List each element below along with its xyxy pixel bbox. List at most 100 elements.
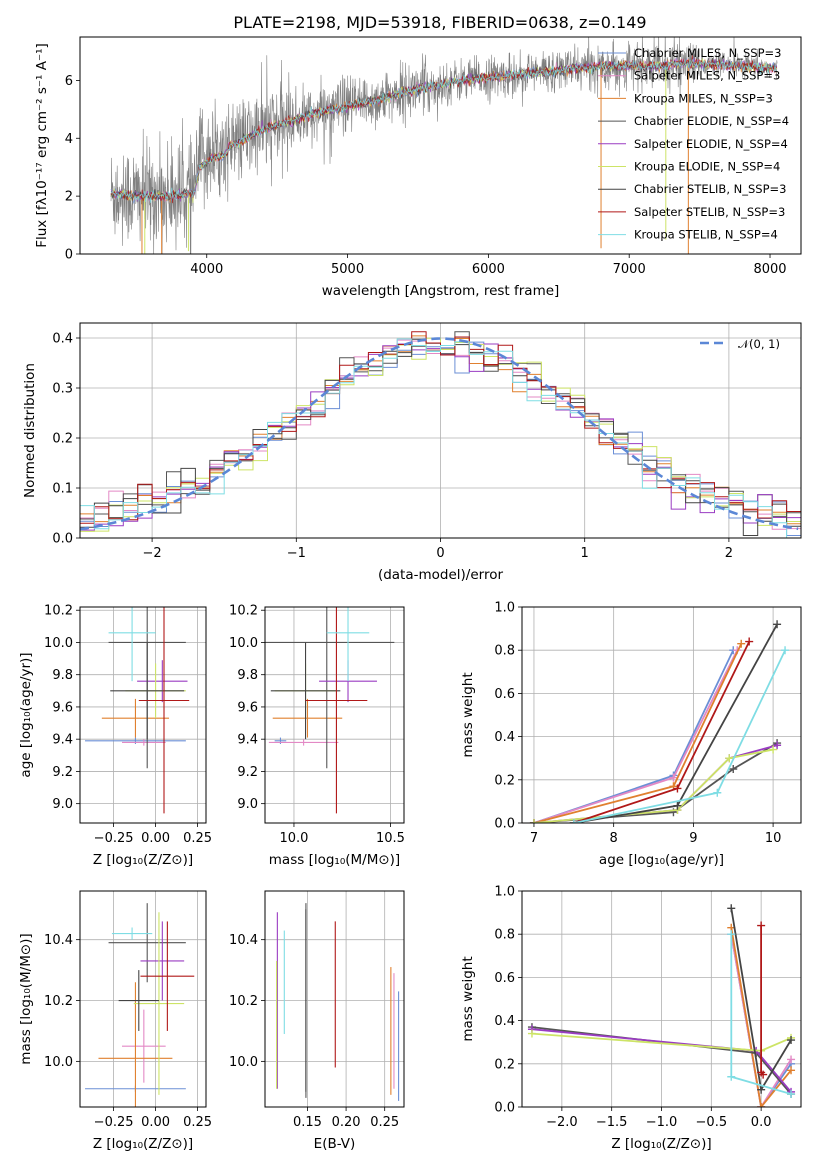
mass_vs_ebv-ytick-label: 10.2 (229, 994, 258, 1009)
spectrum-ytick-label: 6 (65, 74, 73, 89)
age_vs_mass-errorbar-8 (326, 607, 370, 682)
age_vs_z-ytick-label: 9.4 (52, 733, 73, 748)
age_vs_z-axes: −0.25 0.00 0.25 9.0 9.2 9.4 9.6 9.8 10.0 10.2 Z [l… (18, 604, 212, 868)
mass_vs_z-ytick-label: 10.2 (44, 994, 73, 1009)
legend-entry-8: Kroupa STELIB, N_SSP=4 (634, 228, 778, 242)
chart-layer: 4000 5000 6000 7000 8000 0 2 4 6 wavelength [Angs… (18, 36, 802, 1152)
legend-entry-0: Chabrier MILES, N_SSP=3 (634, 46, 781, 60)
age_vs_mass-ytick-label: 9.8 (237, 668, 258, 683)
mw_vs_z-series-7 (760, 925, 764, 1076)
legend-entry-6: Chabrier STELIB, N_SSP=3 (634, 182, 786, 196)
spectrum-axes: 4000 5000 6000 7000 8000 0 2 4 6 wavelength [Angs… (34, 43, 787, 299)
mass_vs_ebv-frame (264, 890, 405, 1108)
mass_vs_z-axes: −0.25 0.00 0.25 10.0 10.2 10.4 Z [log₁₀(Z/Z⊙)]… (18, 891, 212, 1152)
age_vs_z-xlabel: Z [log₁₀(Z/Z⊙)] (93, 852, 193, 868)
mw_vs_age-ytick-label: 1.0 (494, 601, 515, 616)
mw_vs_z-marker-6 (787, 1036, 796, 1045)
legend-entry-2: Kroupa MILES, N_SSP=3 (634, 91, 773, 105)
age_vs_mass-xtick-label: 10.0 (279, 831, 308, 846)
mw_vs_age-marker-3 (729, 765, 738, 773)
age_vs_z-xtick-label: −0.25 (94, 831, 134, 846)
mw_vs_age-ytick-label: 0.4 (494, 730, 515, 745)
gaussian-curve (80, 337, 799, 531)
mw_vs_z-ytick-label: 0.4 (494, 1014, 515, 1029)
mw_vs_z-marker-8 (727, 930, 736, 939)
age_vs_mass-ytick-label: 9.6 (237, 700, 258, 715)
age_vs_z-xtick-label: 0.25 (183, 831, 212, 846)
age_vs_z-ylabel: age [log₁₀(age/yr)] (18, 652, 34, 777)
mass_vs_z-xtick-label: 0.00 (141, 1115, 170, 1130)
spectrum-plot (110, 37, 778, 254)
mw_vs_z-xtick-label: −1.0 (646, 1115, 678, 1130)
mass_vs_z-plot (85, 903, 195, 1107)
legend-entry-1: Salpeter MILES, N_SSP=3 (634, 69, 780, 83)
residuals-xtick-label: −1 (287, 546, 306, 561)
mass_vs_z-errorbar-4 (140, 921, 185, 1001)
mass_vs_ebv-ytick-label: 10.0 (229, 1055, 258, 1070)
mass_vs_z-errorbar-8 (111, 927, 153, 940)
mass_vs_ebv-plot (276, 903, 400, 1101)
spectrum-xtick-label: 8000 (753, 262, 786, 277)
residuals-ytick-label: 0.2 (52, 432, 73, 447)
mw_vs_age-ytick-label: 0.8 (494, 644, 515, 659)
mw_vs_age-marker-2 (737, 639, 746, 648)
age_vs_z-ytick-label: 9.2 (52, 765, 73, 780)
age_vs_z-xtick-label: 0.00 (141, 831, 170, 846)
residuals-xtick-label: 0 (436, 546, 444, 561)
mass_vs_z-errorbar-6 (118, 970, 159, 1031)
residuals-legend: 𝒩(0, 1) (700, 337, 780, 351)
mass_vs_ebv-xlabel: E(B-V) (314, 1136, 356, 1152)
mass_vs_z-errorbar-2 (98, 982, 173, 1107)
mw_vs_z-plot (527, 904, 796, 1107)
mass_vs_ebv-xtick-label: 0.15 (293, 1115, 322, 1130)
mw_vs_z-ytick-label: 1.0 (494, 885, 515, 900)
spectrum-xlabel: wavelength [Angstrom, rest frame] (322, 283, 560, 299)
mass_vs_z-ylabel: mass [log₁₀(M/M⊙)] (18, 933, 34, 1064)
age_vs_mass-axes: 10.0 10.5 9.0 9.2 9.4 9.6 9.8 10.0 10.2 mass [log… (229, 604, 405, 868)
gaussian-legend-label: 𝒩(0, 1) (738, 337, 780, 351)
mw_vs_age-marker-1 (669, 773, 678, 782)
model-line-7 (110, 55, 778, 204)
mw_vs_age-series-7 (573, 641, 751, 823)
age_vs_z-ytick-label: 10.0 (44, 636, 73, 651)
age_vs_mass-ytick-label: 10.0 (229, 636, 258, 651)
mw_vs_z-xtick-label: −2.0 (546, 1115, 578, 1130)
mw_vs_z-ylabel: mass weight (460, 956, 476, 1041)
residuals-xtick-label: 1 (581, 546, 589, 561)
mass_vs_z-ytick-label: 10.4 (44, 933, 73, 948)
mw_vs_age-marker-4 (773, 741, 782, 750)
spectrum-legend: Chabrier MILES, N_SSP=3 Salpeter MILES, N… (598, 46, 789, 242)
age_vs_mass-xlabel: mass [log₁₀(M/M⊙)] (269, 852, 400, 868)
mw_vs_z-xtick-label: 0.0 (751, 1115, 772, 1130)
mw_vs_age-marker-6 (773, 620, 782, 629)
residuals-xlabel: (data-model)/error (378, 567, 504, 583)
mw_vs_age-xtick-label: 10 (765, 831, 782, 846)
age_vs_mass-xtick-label: 10.5 (376, 831, 405, 846)
mw_vs_age-ytick-label: 0.2 (494, 773, 515, 788)
residuals-ytick-label: 0.4 (52, 332, 73, 347)
model-line-8 (110, 58, 778, 204)
mw_vs_z-xlabel: Z [log₁₀(Z/Z⊙)] (611, 1136, 711, 1152)
residuals-ytick-label: 0.0 (52, 532, 73, 547)
residuals-axes: −2 −1 0 1 2 0.0 0.1 0.2 0.3 0.4 (data-model)/error… (22, 323, 801, 583)
mw_vs_z-frame (521, 890, 802, 1108)
residuals-ylabel: Normed distribution (22, 363, 38, 498)
age_vs_z-errorbar-7 (138, 607, 190, 814)
age_vs_z-ytick-label: 9.0 (52, 797, 73, 812)
residuals-plot (80, 331, 801, 538)
mw_vs_z-ytick-label: 0.6 (494, 971, 515, 986)
age_vs_mass-plot (265, 607, 395, 814)
age_vs_z-plot (85, 607, 190, 814)
mw_vs_age-marker-5 (769, 745, 778, 754)
mw_vs_age-xlabel: age [log₁₀(age/yr)] (599, 852, 724, 868)
mw_vs_age-marker-7 (673, 784, 682, 793)
legend-entry-3: Chabrier ELODIE, N_SSP=4 (634, 114, 789, 128)
age_vs_z-ytick-label: 9.6 (52, 700, 73, 715)
mass_vs_ebv-xtick-label: 0.20 (332, 1115, 361, 1130)
legend-entry-7: Salpeter STELIB, N_SSP=3 (634, 205, 785, 219)
age_vs_mass-ytick-label: 9.4 (237, 733, 258, 748)
spectrum-title: PLATE=2198, MJD=53918, FIBERID=0638, z=0… (233, 13, 646, 32)
mass_vs_ebv-xtick-label: 0.25 (370, 1115, 399, 1130)
spectrum-ytick-label: 4 (65, 132, 73, 147)
